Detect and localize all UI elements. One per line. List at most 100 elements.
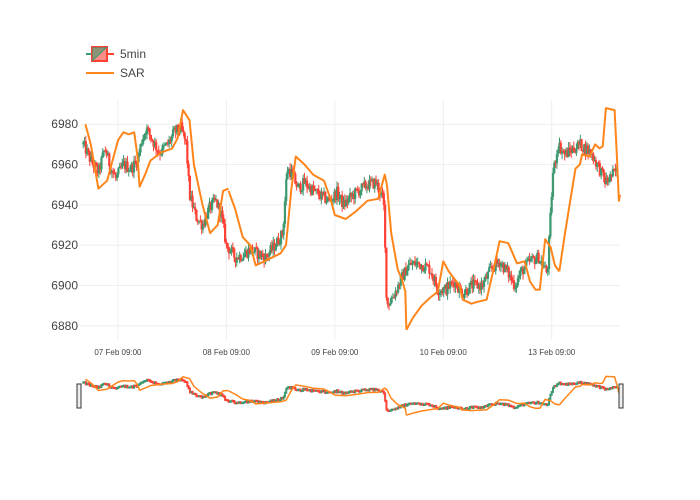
candle-body — [382, 193, 385, 206]
slider-candle — [555, 383, 558, 388]
slider-candle — [446, 405, 449, 411]
slider-candle — [401, 404, 404, 407]
slider-candle — [173, 378, 176, 382]
slider-candle — [535, 401, 538, 405]
slider-candle — [406, 403, 409, 407]
slider-candle — [511, 405, 514, 408]
candle-body — [200, 220, 203, 230]
sar-segment — [84, 109, 229, 235]
candle-body — [147, 127, 150, 129]
candle-body — [514, 288, 517, 290]
slider-candle — [208, 391, 211, 395]
slider-candle — [280, 396, 283, 402]
slider-candle — [106, 383, 109, 386]
slider-candle — [169, 380, 172, 384]
candle-body — [113, 173, 116, 175]
slider-candle — [430, 404, 433, 407]
slider-candle — [143, 380, 146, 383]
candle-body — [260, 253, 263, 258]
slider-candle — [104, 382, 107, 385]
candle-body — [360, 183, 363, 192]
candle-body — [536, 252, 539, 260]
slider-candle — [174, 378, 177, 382]
slider-candle — [188, 387, 191, 394]
candle-body — [551, 172, 555, 197]
candle-body — [281, 231, 284, 236]
slider-candle — [334, 390, 337, 394]
range-slider-right-handle[interactable] — [618, 383, 624, 409]
slider-candle — [165, 381, 168, 384]
candle-body — [157, 151, 160, 154]
slider-candle — [186, 381, 189, 388]
slider-candle — [412, 402, 415, 405]
slider-candle — [611, 386, 614, 390]
candle-body — [452, 283, 456, 288]
candle-body — [276, 237, 279, 247]
candle-body — [175, 124, 179, 133]
candle-body — [395, 291, 398, 293]
candle-body — [186, 140, 189, 164]
slider-candle — [164, 381, 167, 384]
slider-candle — [385, 399, 388, 411]
slider-candle — [533, 401, 536, 405]
candle-body — [505, 264, 508, 270]
slider-candle — [470, 405, 473, 409]
candle-body — [181, 122, 184, 131]
legend-item-sar[interactable]: SAR — [86, 66, 145, 80]
candle-body — [333, 191, 336, 199]
slider-candle — [99, 385, 102, 389]
slider-candle — [342, 391, 345, 395]
candle-body — [515, 285, 518, 289]
candle-body — [507, 267, 510, 278]
candle-body — [305, 180, 309, 188]
slider-candle — [246, 400, 249, 404]
range-slider-left-handle[interactable] — [76, 383, 82, 409]
candle-body — [466, 288, 469, 295]
slider-candle — [95, 384, 98, 388]
slider-candle — [559, 381, 562, 386]
candle-body — [538, 261, 542, 264]
slider-candle — [371, 387, 374, 391]
candle-body — [123, 161, 126, 170]
slider-candle — [350, 390, 353, 393]
candle-body — [187, 163, 190, 176]
candle-body — [456, 287, 460, 293]
candle-body — [160, 153, 163, 155]
slider-candle — [324, 390, 327, 394]
candle-body — [570, 150, 573, 153]
candle-body — [519, 269, 522, 276]
y-tick-label: 6980 — [51, 117, 78, 131]
slider-candle — [144, 379, 147, 383]
candle-body — [364, 181, 367, 189]
candle-body — [410, 262, 413, 266]
candle-body — [87, 148, 90, 152]
range-slider[interactable] — [76, 375, 624, 417]
candle-body — [559, 142, 562, 154]
slider-candle — [289, 386, 292, 390]
slider-candle — [276, 398, 279, 402]
slider-candle — [394, 407, 397, 411]
candle-body — [321, 191, 324, 195]
candle-body — [144, 134, 147, 136]
candle-body — [220, 210, 223, 217]
slider-candle — [338, 391, 341, 394]
legend-item-5min[interactable]: 5min — [86, 46, 146, 62]
candle-body — [374, 179, 378, 185]
candle-body — [553, 162, 556, 173]
slider-candle — [593, 384, 596, 387]
candle-body — [236, 257, 240, 260]
slider-candle — [515, 406, 518, 409]
candles-5min — [82, 116, 618, 311]
candle-body — [221, 210, 224, 219]
sar-line — [84, 107, 621, 331]
candle-body — [438, 292, 441, 296]
x-tick-label: 09 Feb 09:00 — [311, 348, 359, 357]
candle-body — [489, 266, 492, 268]
candle-body — [525, 260, 529, 262]
candle-body — [110, 170, 113, 174]
slider-candle — [475, 405, 478, 408]
slider-candle — [480, 406, 483, 410]
candle-body — [208, 202, 211, 208]
candle-body — [264, 254, 267, 263]
slider-candle — [254, 399, 257, 403]
